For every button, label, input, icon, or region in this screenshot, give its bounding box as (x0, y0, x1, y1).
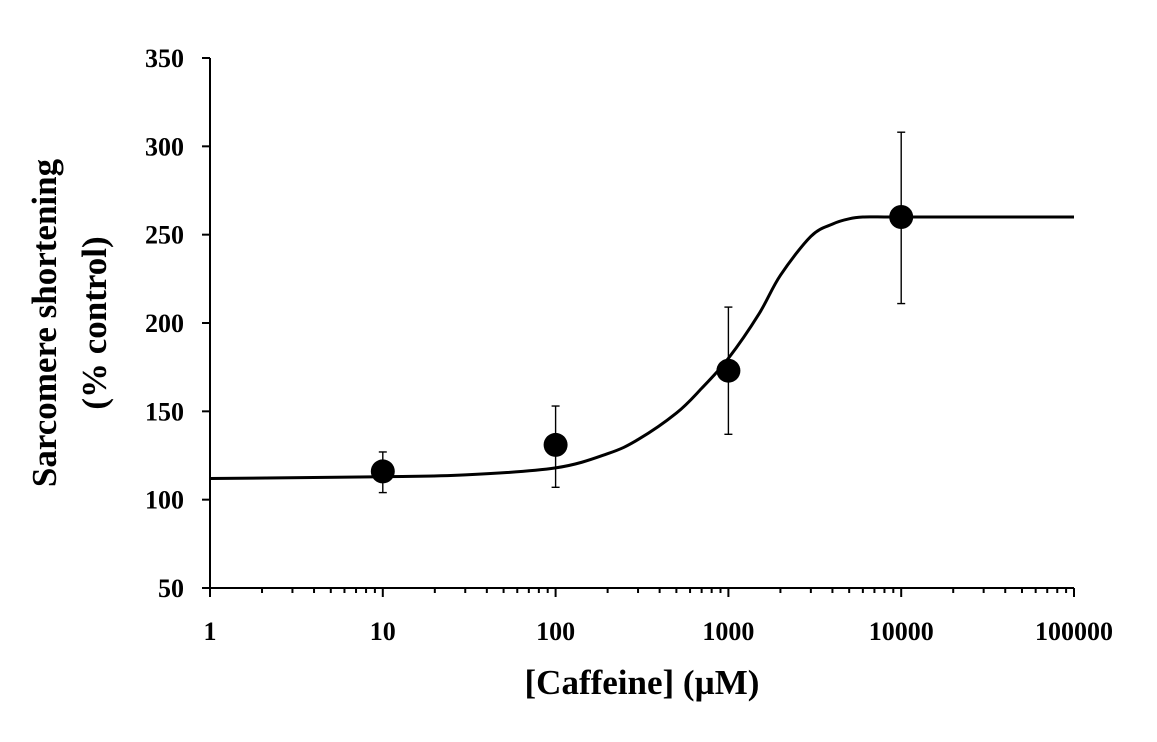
y-axis-ticks: 50 100 150 200 250 300 350 (145, 44, 210, 603)
y-tick-label-300: 300 (145, 132, 184, 161)
x-tick-label-1000: 1000 (702, 617, 754, 646)
data-point-1 (543, 432, 568, 457)
data-point-2 (716, 358, 741, 383)
y-tick-label-150: 150 (145, 397, 184, 426)
y-tick-label-50: 50 (158, 574, 184, 603)
data-point-0 (370, 459, 395, 484)
x-tick-label-100000: 100000 (1035, 617, 1113, 646)
data-point-3 (889, 205, 914, 229)
data-points (370, 131, 914, 494)
y-tick-label-350: 350 (145, 44, 184, 73)
y-axis-title-line-2: (% control) (75, 236, 114, 409)
y-tick-label-200: 200 (145, 309, 184, 338)
x-tick-label-10: 10 (370, 617, 396, 646)
x-axis-title: [Caffeine] (µM) (525, 663, 760, 702)
x-axis-ticks: 1 10 100 1000 10000 100000 (204, 588, 1113, 646)
x-tick-label-1: 1 (204, 617, 217, 646)
y-tick-label-250: 250 (145, 221, 184, 250)
fit-curve (209, 215, 1074, 480)
y-axis-title-line-1: Sarcomere shortening (25, 158, 64, 487)
x-tick-label-100: 100 (536, 617, 575, 646)
x-tick-label-10000: 10000 (869, 617, 934, 646)
y-tick-label-100: 100 (145, 486, 184, 515)
